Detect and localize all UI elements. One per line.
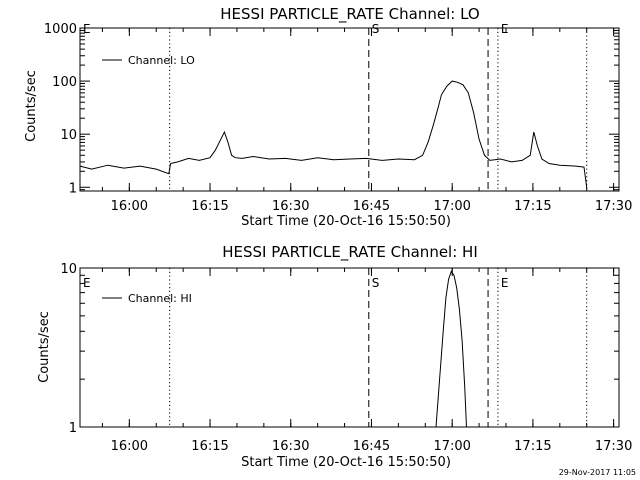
- lo-marker-label: E: [501, 22, 509, 36]
- hi-plot-frame: [79, 267, 620, 428]
- lo-x-axis-label: Start Time (20-Oct-16 15:50:50): [241, 214, 451, 229]
- lo-x-tick-label: 16:15: [191, 199, 228, 214]
- lo-legend-label: Channel: LO: [128, 54, 195, 67]
- hi-x-tick-label: 17:00: [433, 439, 470, 454]
- lo-chart-title: HESSI PARTICLE_RATE Channel: LO: [220, 5, 479, 24]
- hi-chart-title: HESSI PARTICLE_RATE Channel: HI: [222, 243, 478, 262]
- hi-x-tick-label: 16:00: [111, 439, 148, 454]
- hi-y-tick-label: 1: [69, 421, 77, 436]
- hi-series-line: [435, 270, 467, 428]
- lo-y-tick-label: 10: [60, 128, 77, 143]
- hi-marker-label: E: [501, 276, 509, 290]
- lo-x-tick-label: 16:30: [272, 199, 309, 214]
- hi-marker-label: E: [83, 276, 91, 290]
- hi-y-tick-label: 10: [60, 262, 77, 277]
- lo-marker-label: E: [83, 22, 91, 36]
- hi-x-tick-label: 16:30: [272, 439, 309, 454]
- lo-y-tick-label: 1000: [44, 22, 77, 37]
- lo-x-tick-label: 16:45: [353, 199, 390, 214]
- lo-x-tick-label: 17:00: [433, 199, 470, 214]
- hi-x-axis-label: Start Time (20-Oct-16 15:50:50): [241, 455, 451, 470]
- hi-legend-label: Channel: HI: [128, 292, 192, 305]
- lo-y-tick-label: 1: [69, 181, 77, 196]
- hi-x-tick-label: 16:15: [191, 439, 228, 454]
- lo-series-line: [79, 80, 588, 188]
- lo-marker-label: S: [372, 22, 380, 36]
- hi-channel-panel: HESSI PARTICLE_RATE Channel: HI Counts/s…: [37, 243, 632, 470]
- lo-x-tick-label: 17:30: [595, 199, 632, 214]
- lo-y-tick-label: 100: [52, 75, 77, 90]
- hi-x-tick-label: 17:30: [595, 439, 632, 454]
- lo-y-axis-label: Counts/sec: [24, 70, 39, 142]
- lo-x-tick-label: 16:00: [111, 199, 148, 214]
- lo-plot-frame: [79, 27, 620, 192]
- hi-marker-label: S: [372, 276, 380, 290]
- hi-y-axis-label: Counts/sec: [37, 311, 52, 383]
- lo-x-tick-label: 17:15: [514, 199, 551, 214]
- hi-x-tick-label: 17:15: [514, 439, 551, 454]
- timestamp-footer: 29-Nov-2017 11:05: [559, 468, 636, 477]
- lo-channel-panel: HESSI PARTICLE_RATE Channel: LO Counts/s…: [24, 5, 632, 229]
- hi-x-tick-label: 16:45: [353, 439, 390, 454]
